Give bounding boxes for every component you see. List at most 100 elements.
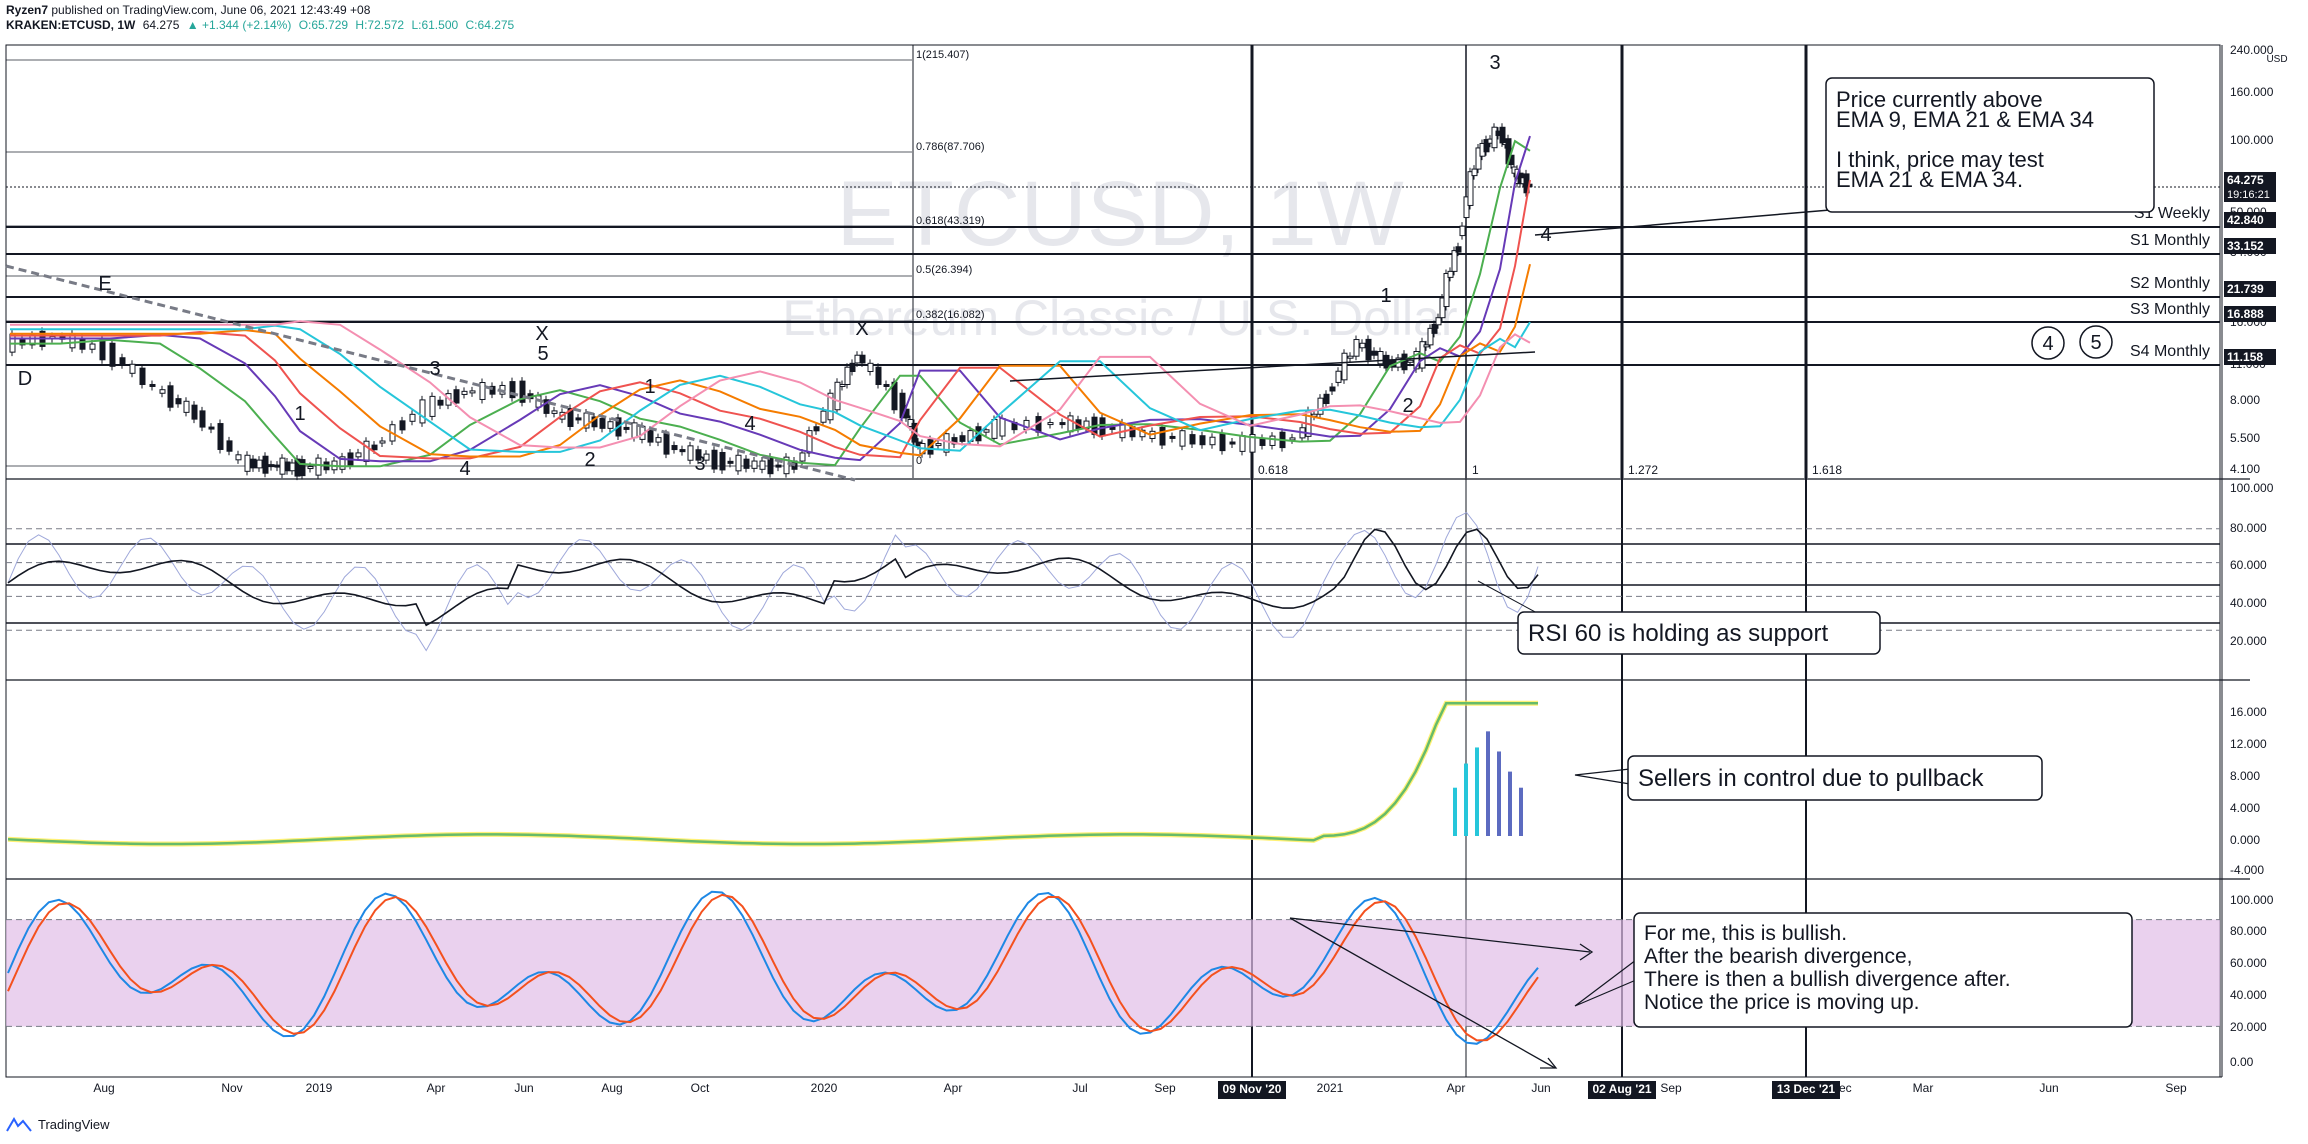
wave-label: 1 (1380, 285, 1391, 307)
candle (1483, 139, 1490, 153)
momentum-signal-line (7, 700, 1538, 847)
candle (1439, 297, 1446, 319)
candle (479, 382, 486, 400)
support-label: S1 Monthly (2130, 232, 2210, 249)
candle (139, 367, 146, 385)
candle (743, 458, 750, 469)
callout-line (1534, 209, 1831, 236)
momentum-bar (1475, 747, 1479, 836)
candle (1109, 426, 1116, 430)
candle (1427, 327, 1434, 346)
divergence-line (1289, 917, 1556, 1069)
candle (1199, 435, 1206, 446)
symbol-label[interactable]: KRAKEN:ETCUSD, 1W (6, 18, 136, 32)
candle (567, 407, 574, 427)
price-tag-label: 11.158 (2227, 350, 2263, 364)
price-tag-label: 64.275 (2227, 173, 2264, 187)
candle (1353, 339, 1360, 357)
candle (1491, 126, 1498, 149)
candle (599, 418, 606, 429)
wave-circle (2031, 326, 2065, 360)
price-tag (2224, 349, 2276, 365)
time-tick-label: 2020 (811, 1081, 838, 1095)
ema-line (10, 263, 1531, 458)
stoch-tick-label: 60.000 (2230, 956, 2267, 970)
trendline-dashed (5, 264, 856, 482)
time-tick-label: Sep (1154, 1081, 1176, 1095)
wave-label: D (18, 368, 32, 390)
footer[interactable]: TradingView (6, 1116, 110, 1132)
rsi-pane[interactable] (6, 511, 2220, 652)
candle (1377, 351, 1384, 365)
annotation-momentum: Sellers in control due to pullback (1638, 765, 1985, 792)
price-tick-label: 5.500 (2230, 431, 2260, 445)
axes[interactable]: 240.000160.000100.00070.00050.00034.0002… (93, 43, 2288, 1099)
candle (1407, 359, 1414, 363)
price-tag (2224, 212, 2276, 228)
watermark: ETCUSD, 1W Ethereum Classic / U.S. Dolla… (782, 163, 1457, 346)
wave-label: 1 (294, 403, 305, 425)
candle (679, 449, 686, 453)
candle (99, 339, 106, 361)
candle (695, 449, 702, 461)
candle (991, 418, 998, 439)
candle (647, 429, 654, 443)
time-tag (1218, 1081, 1286, 1099)
candle (983, 429, 990, 433)
candle (663, 433, 670, 455)
momentum-pane[interactable] (7, 700, 1631, 847)
candle (775, 464, 782, 468)
ema-line (10, 139, 1531, 468)
candle (363, 440, 370, 463)
fib-time-label: 0.618 (1258, 463, 1288, 477)
candle (1347, 355, 1354, 359)
candle (1219, 432, 1226, 452)
candle (79, 337, 86, 350)
chart-header: Ryzen7 published on TradingView.com, Jun… (6, 3, 518, 33)
wave-label: 5 (537, 343, 548, 365)
time-tag-label: 02 Aug '21 (1592, 1082, 1651, 1096)
price-tag (2224, 172, 2276, 202)
rsi-tick-label: 80.000 (2230, 521, 2267, 535)
price-change: ▲ +1.344 (+2.14%) (186, 18, 292, 32)
momentum-tick-label: -4.000 (2230, 863, 2264, 877)
fib-time-label: 1.618 (1812, 463, 1842, 477)
candle (575, 417, 582, 421)
candle (1335, 370, 1342, 383)
time-tag-label: 09 Nov '20 (1223, 1082, 1282, 1096)
candle (655, 437, 662, 443)
wave-circle-label: 4 (2042, 333, 2053, 355)
candle (1463, 196, 1470, 219)
time-tag-label: 13 Dec '21 (1777, 1082, 1836, 1096)
fib-level-label: 0 (916, 455, 922, 467)
time-tick-label: 2019 (306, 1081, 333, 1095)
price-tag (2224, 306, 2276, 322)
candle (268, 464, 275, 468)
momentum-bar (1508, 771, 1512, 836)
time-tick-label: Apr (944, 1081, 963, 1095)
candle (279, 457, 286, 475)
candle (806, 430, 813, 454)
wave-circle-label: 5 (2090, 332, 2101, 354)
momentum-tick-label: 0.000 (2230, 833, 2260, 847)
price-tag-label: 16.888 (2227, 307, 2264, 321)
wave-label: 2 (584, 449, 595, 471)
callout-arrow (1574, 768, 1631, 785)
candle (867, 362, 874, 373)
candle (489, 385, 496, 395)
fib-level-label: 0.382(16.082) (916, 309, 985, 321)
price-tag-label: 42.840 (2227, 213, 2264, 227)
price-tick-label: 160.000 (2230, 85, 2274, 99)
price-tag (2224, 238, 2276, 254)
candle (820, 410, 827, 423)
candle (543, 399, 550, 414)
candle (274, 464, 281, 468)
candle (355, 452, 362, 458)
candle (217, 423, 224, 450)
candle (1359, 342, 1366, 349)
author[interactable]: Ryzen7 (6, 3, 49, 17)
candle (1499, 126, 1506, 144)
